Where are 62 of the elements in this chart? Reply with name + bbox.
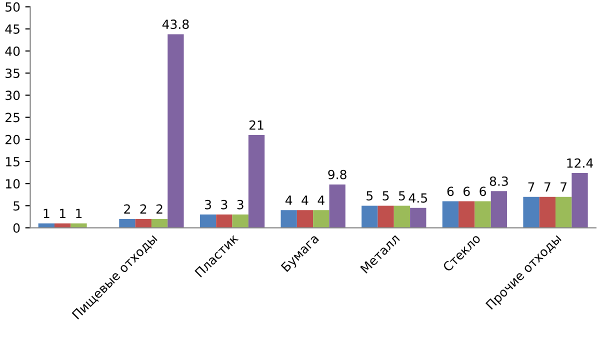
data-label: 12.4: [567, 158, 593, 168]
data-label: 1: [44, 208, 50, 218]
bar: [119, 218, 136, 228]
bar: [280, 210, 297, 228]
data-label: 2: [156, 204, 162, 214]
bar: [572, 172, 588, 228]
bar: [539, 196, 556, 228]
data-label: 6: [480, 186, 486, 196]
y-tick-label: 0: [13, 223, 20, 233]
bar: [378, 206, 394, 228]
bar: [556, 196, 572, 228]
data-label: 43.8: [162, 20, 189, 30]
bar: [410, 208, 426, 228]
bar: [248, 134, 265, 228]
data-label: 6: [447, 186, 454, 196]
data-label: 1: [76, 208, 82, 218]
data-label: 2: [124, 204, 130, 214]
y-tick-label: 30: [6, 90, 20, 100]
data-label: 4.5: [408, 193, 427, 203]
data-label: 7: [560, 182, 567, 192]
data-label: 3: [205, 200, 212, 210]
bar: [329, 184, 346, 228]
y-tick-label: 5: [14, 201, 20, 211]
bar: [200, 214, 216, 228]
data-label: 3: [221, 200, 228, 210]
data-label: 9.8: [328, 170, 346, 180]
bar: [490, 191, 508, 228]
y-tick-label: 40: [5, 46, 20, 56]
bar: [362, 206, 378, 228]
bar: [313, 210, 330, 228]
data-label: 7: [544, 182, 550, 192]
data-label: 6: [464, 186, 470, 196]
data-label: 21: [249, 120, 264, 130]
data-label: 4: [318, 196, 324, 205]
y-tick-label: 50: [6, 2, 20, 12]
data-label: 2: [140, 204, 146, 214]
y-tick-label: 45: [5, 24, 20, 34]
bar: [442, 201, 459, 228]
data-label: 4: [285, 196, 292, 205]
bar: [151, 218, 168, 228]
y-tick-label: 35: [6, 68, 20, 78]
data-label: 5: [398, 191, 405, 200]
bar: [296, 210, 314, 228]
y-tick-label: 10: [6, 179, 20, 189]
data-label: 5: [382, 191, 389, 200]
y-tick-label: 15: [6, 157, 20, 166]
bar: [216, 214, 232, 228]
bar: [523, 196, 540, 228]
bar: [458, 201, 475, 228]
bar: [232, 214, 248, 228]
bar: [135, 218, 152, 228]
data-label: 5: [366, 191, 373, 200]
bar: [394, 206, 410, 228]
data-label: 1: [60, 208, 66, 218]
data-label: 8.3: [490, 176, 508, 186]
data-label: 4: [302, 196, 308, 205]
bar: [474, 201, 491, 228]
y-tick-label: 25: [6, 112, 20, 122]
data-label: 7: [528, 182, 534, 192]
data-label: 3: [237, 200, 244, 210]
y-tick-label: 20: [6, 134, 20, 144]
bar: [168, 34, 184, 228]
